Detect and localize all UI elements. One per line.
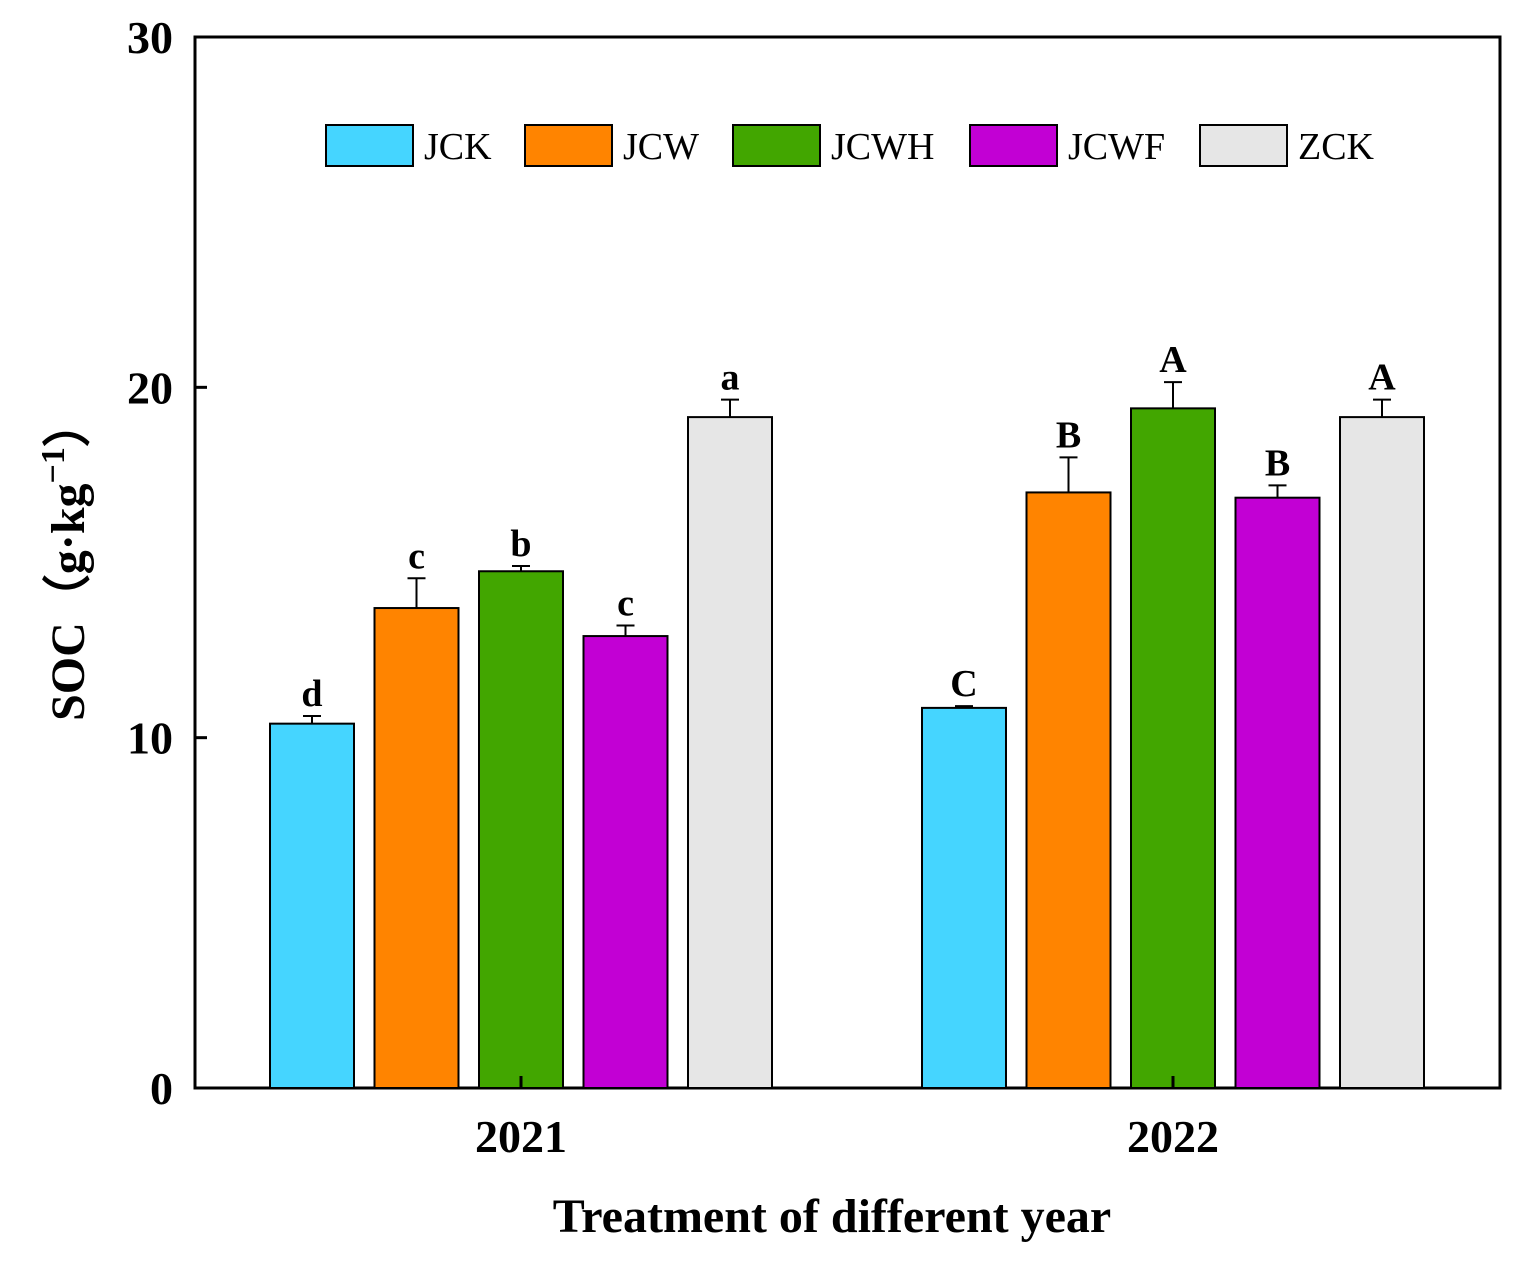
significance-label: C — [950, 663, 977, 705]
y-tick-label: 30 — [127, 12, 173, 63]
legend-swatch-jcwf — [969, 124, 1058, 167]
bar-jcw-2022 — [1025, 491, 1112, 1089]
significance-label: b — [510, 523, 531, 565]
significance-label: c — [408, 535, 425, 577]
x-tick-label: 2021 — [475, 1111, 567, 1162]
bar-jcwh-2022 — [1130, 407, 1216, 1089]
legend-label-jck: JCK — [424, 126, 492, 168]
bar-jcwh-2021 — [478, 570, 564, 1089]
significance-label: B — [1056, 414, 1081, 456]
y-axis: 0 10 20 30 — [127, 12, 207, 1114]
bars-group: d c b c a C B A B A — [269, 339, 1425, 1089]
significance-label: d — [301, 673, 322, 715]
y-tick-label: 10 — [127, 713, 173, 764]
x-tick-label: 2022 — [1127, 1111, 1219, 1162]
y-axis-title-group: SOC（g·kg−1） — [35, 399, 95, 721]
bar-zck-2021 — [687, 416, 773, 1089]
y-tick-label: 0 — [150, 1063, 173, 1114]
y-axis-title: SOC（g·kg−1） — [35, 399, 95, 721]
legend-label-jcw: JCW — [623, 126, 699, 168]
significance-label: A — [1159, 339, 1187, 381]
legend: JCK JCW JCWH JCWF ZCK — [325, 124, 1375, 168]
bar-jcwf-2022 — [1234, 496, 1321, 1089]
bar-jck-2022 — [921, 706, 1007, 1089]
legend-swatch-zck — [1199, 124, 1288, 167]
legend-swatch-jcw — [524, 124, 613, 167]
x-axis-title: Treatment of different year — [553, 1190, 1111, 1243]
legend-label-jcwh: JCWH — [831, 126, 934, 168]
significance-label: c — [617, 583, 634, 625]
bar-jcw-2021 — [373, 607, 460, 1089]
significance-label: B — [1265, 442, 1290, 484]
bar-zck-2022 — [1339, 416, 1425, 1089]
significance-label: a — [721, 357, 740, 399]
bar-jcwf-2021 — [582, 635, 669, 1089]
legend-label-zck: ZCK — [1298, 126, 1375, 168]
bar-jck-2021 — [269, 722, 355, 1089]
legend-swatch-jcwh — [732, 124, 821, 167]
legend-label-jcwf: JCWF — [1068, 126, 1165, 168]
significance-label: A — [1368, 357, 1396, 399]
legend-swatch-jck — [325, 124, 414, 167]
y-tick-label: 20 — [127, 362, 173, 413]
x-axis: 2021 2022 — [475, 1076, 1219, 1162]
